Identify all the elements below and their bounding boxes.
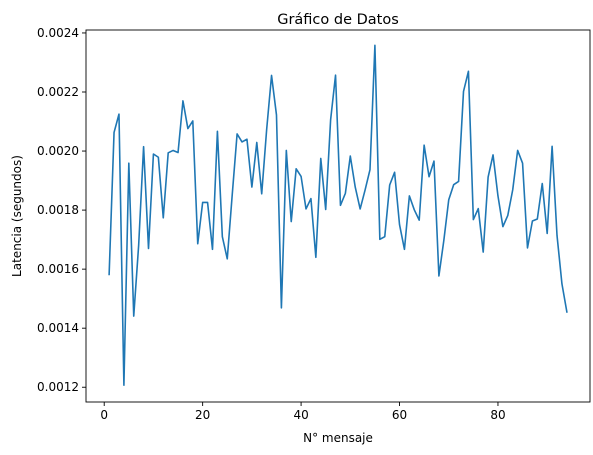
chart-title: Gráfico de Datos	[277, 12, 399, 28]
y-tick-label: 0.0016	[37, 262, 79, 276]
series-layer	[108, 44, 568, 386]
x-tick-label: 80	[490, 408, 505, 422]
y-tick-label: 0.0024	[37, 26, 79, 40]
x-tick-label: 0	[100, 408, 108, 422]
y-axis-label: Latencia (segundos)	[10, 155, 24, 277]
y-tick-label: 0.0022	[37, 85, 79, 99]
y-tick-label: 0.0018	[37, 203, 79, 217]
y-tick-label: 0.0012	[37, 380, 79, 394]
y-axis: 0.0012 0.0014 0.0016 0.0018 0.0020 0.0022 0.00…	[37, 26, 86, 394]
x-axis-label: N° mensaje	[303, 431, 373, 445]
x-tick-label: 20	[195, 408, 210, 422]
axes-frame	[85, 29, 591, 403]
series-line-0	[108, 44, 568, 386]
x-axis: 0 20 40 60 80	[100, 402, 506, 422]
x-tick-label: 60	[392, 408, 407, 422]
plot-area	[85, 29, 591, 403]
x-tick-label: 40	[293, 408, 308, 422]
y-tick-label: 0.0020	[37, 144, 79, 158]
y-tick-label: 0.0014	[37, 321, 79, 335]
